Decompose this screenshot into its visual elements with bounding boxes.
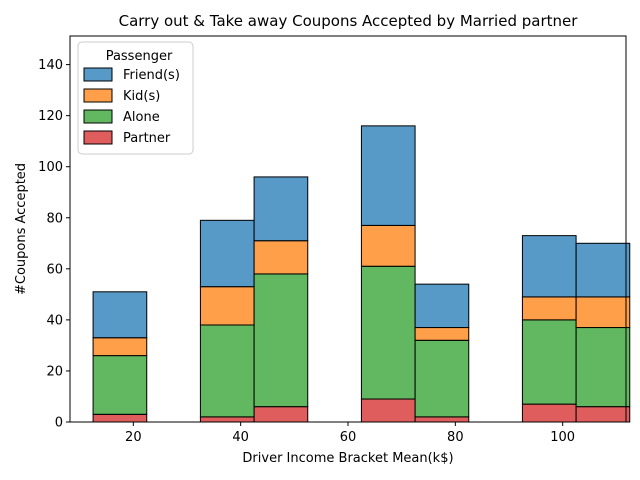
bar-alone-bin-4 [253,273,309,408]
y-tick-label: 120 [38,109,63,124]
bar-partner-bin-7 [414,416,470,423]
x-axis: 20 40 60 80 100 [125,422,575,445]
bar-partner-bin-10 [575,406,631,423]
y-tick-label: 100 [38,160,63,175]
bar-kids-bin-9 [521,296,577,321]
y-tick-label: 40 [46,313,63,328]
bar-kids-bin-1 [92,337,148,357]
bar-friends-bin-3 [199,219,255,288]
bar-partner-bin-1 [92,413,148,423]
legend: Passenger Friend(s) Kid(s) Alone Partner [77,41,194,155]
bar-friends-bin-4 [253,176,309,242]
y-tick-label: 20 [46,364,63,379]
bar-partner-bin-4 [253,406,309,423]
bar-kids-bin-7 [414,327,470,341]
bar-kids-bin-6 [360,224,416,267]
legend-swatch-friends [83,67,113,82]
bar-alone-bin-6 [360,265,416,400]
legend-swatch-partner [83,130,113,145]
y-tick-label: 80 [46,211,63,226]
x-tick-label: 60 [340,430,357,445]
bar-alone-bin-9 [521,319,577,405]
x-tick-label: 100 [550,430,575,445]
bar-partner-bin-9 [521,403,577,423]
legend-label-partner: Partner [123,131,171,146]
bar-friends-bin-6 [360,125,416,226]
bar-friends-bin-1 [92,291,148,339]
x-tick-label: 80 [447,430,464,445]
bar-alone-bin-7 [414,339,470,418]
bar-alone-bin-1 [92,355,148,415]
y-axis: 0 20 40 60 80 100 120 140 [38,58,70,431]
x-axis-title: Driver Income Bracket Mean(k$) [242,451,453,466]
bar-partner-bin-6 [360,398,416,423]
y-tick-label: 0 [55,416,63,431]
bar-kids-bin-3 [199,286,255,326]
bar-alone-bin-10 [575,327,631,408]
bar-kids-bin-10 [575,296,631,329]
bar-kids-bin-4 [253,240,309,275]
bar-alone-bin-3 [199,324,255,418]
legend-label-alone: Alone [123,110,160,125]
bar-friends-bin-9 [521,235,577,298]
legend-swatch-kids [83,88,113,103]
x-tick-label: 40 [232,430,249,445]
y-tick-label: 60 [46,262,63,277]
bars-layer [92,125,631,423]
chart-title: Carry out & Take away Coupons Accepted b… [119,12,579,30]
legend-label-kids: Kid(s) [123,89,160,104]
y-axis-title: #Coupons Accepted [14,163,29,295]
y-tick-label: 140 [38,58,63,73]
legend-title: Passenger [106,49,173,64]
x-tick-label: 20 [125,430,142,445]
legend-swatch-alone [83,109,113,124]
bar-partner-bin-3 [199,416,255,423]
bar-friends-bin-10 [575,242,631,298]
legend-label-friends: Friend(s) [123,68,180,83]
legend-items: Friend(s) Kid(s) Alone Partner [83,67,180,146]
bar-friends-bin-7 [414,283,470,329]
